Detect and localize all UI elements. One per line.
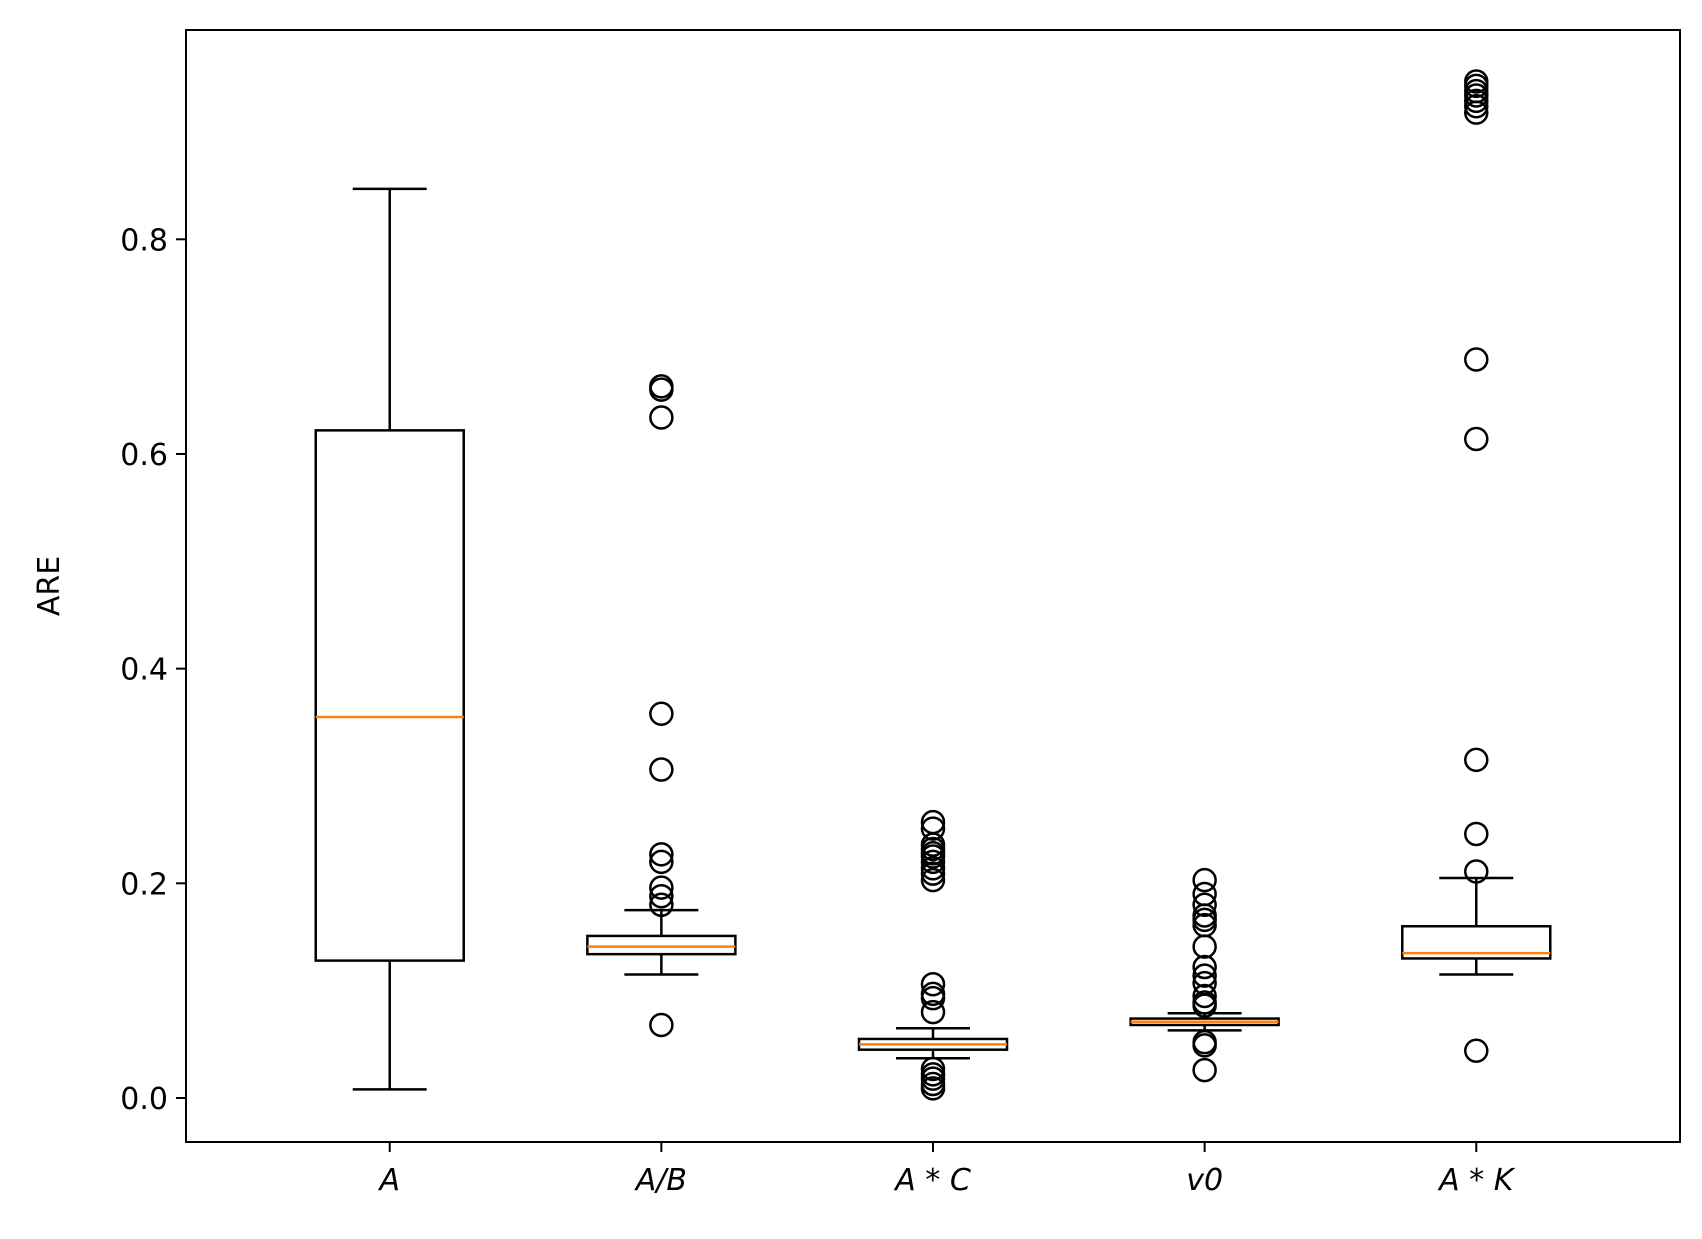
x-axis: A A/B A * C v0 A * K <box>377 1142 1516 1198</box>
outlier-point <box>1192 934 1217 959</box>
x-tick-label: A * K <box>1437 1163 1516 1198</box>
outlier-point <box>1464 821 1489 847</box>
outlier-point <box>649 892 674 918</box>
box-group <box>1129 867 1280 1083</box>
box-group <box>1401 69 1552 1064</box>
outlier-point <box>649 842 674 867</box>
y-axis-title: ARE <box>32 556 67 616</box>
outlier-point <box>1192 892 1217 918</box>
y-tick-label: 0.4 <box>120 653 168 688</box>
outlier-point <box>1192 993 1217 1018</box>
box-group <box>857 809 1009 1101</box>
y-axis: 0.0 0.2 0.4 0.6 0.8 <box>120 223 186 1117</box>
outlier-point <box>1464 93 1489 119</box>
outlier-point <box>1192 912 1217 938</box>
outlier-point <box>920 861 946 886</box>
outlier-point <box>649 1012 674 1038</box>
outlier-point <box>1464 1038 1489 1064</box>
outlier-point <box>649 757 674 782</box>
outlier-point <box>1192 983 1217 1009</box>
outlier-point <box>920 971 946 997</box>
outlier-point <box>1192 867 1217 893</box>
outlier-point <box>649 883 674 909</box>
outlier-point <box>1464 347 1489 372</box>
x-tick-label: A * C <box>893 1163 971 1198</box>
outlier-point <box>1192 963 1217 988</box>
outlier-point <box>920 1076 946 1101</box>
outlier-point <box>649 875 674 900</box>
box-iqr <box>586 934 737 956</box>
box-iqr <box>1401 925 1552 960</box>
outlier-point <box>1192 954 1217 980</box>
outlier-point <box>649 701 674 726</box>
y-tick-label: 0.8 <box>120 223 168 258</box>
outlier-point <box>1464 426 1489 452</box>
outlier-point <box>920 999 946 1025</box>
y-tick-label: 0.6 <box>120 438 168 473</box>
outlier-point <box>920 985 946 1011</box>
x-tick-label: A/B <box>634 1163 687 1198</box>
y-tick-label: 0.2 <box>120 867 168 902</box>
outlier-point <box>920 816 946 841</box>
outlier-point <box>1464 859 1489 884</box>
y-tick-label: 0.0 <box>120 1082 168 1117</box>
outlier-point <box>1192 1033 1217 1058</box>
outlier-point <box>649 849 674 875</box>
outlier-point <box>920 867 946 893</box>
outlier-point <box>1192 1057 1217 1083</box>
outlier-point <box>649 405 674 430</box>
box-group <box>314 187 465 1091</box>
outlier-point <box>1464 100 1489 125</box>
x-tick-label: A <box>377 1163 400 1198</box>
outlier-point <box>920 849 946 875</box>
box-group <box>586 374 737 1038</box>
outlier-point <box>1464 747 1489 773</box>
plot-content <box>314 69 1552 1101</box>
outlier-point <box>649 377 674 402</box>
x-tick-label: v0 <box>1186 1163 1223 1198</box>
box-iqr <box>314 429 465 962</box>
